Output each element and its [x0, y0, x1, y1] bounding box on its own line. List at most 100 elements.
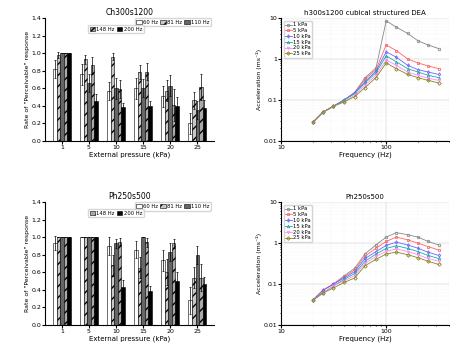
Line: 15 kPa: 15 kPa [311, 55, 440, 124]
20 kPa [362, 261, 368, 265]
25 kPa [352, 95, 357, 99]
5 kPa [342, 275, 347, 279]
Title: Ph250s500: Ph250s500 [346, 194, 385, 200]
10 kPa [425, 250, 431, 254]
Bar [80, 237, 84, 325]
1 kPa [384, 235, 389, 239]
Bar [165, 91, 168, 141]
Bar [176, 281, 179, 325]
5 kPa [405, 238, 410, 242]
1 kPa [362, 252, 368, 256]
Bar [162, 96, 165, 141]
20 kPa [352, 93, 357, 97]
Bar [91, 237, 94, 325]
Bar [196, 110, 199, 141]
20 kPa [436, 259, 441, 264]
15 kPa [436, 256, 441, 261]
20 kPa [425, 256, 431, 261]
20 kPa [436, 78, 441, 83]
15 kPa [436, 75, 441, 80]
10 kPa [331, 104, 336, 108]
Bar [199, 87, 202, 141]
15 kPa [415, 70, 420, 74]
25 kPa [415, 75, 420, 80]
1 kPa [320, 110, 326, 114]
Bar [107, 246, 111, 325]
Bar [60, 237, 64, 325]
Line: 25 kPa: 25 kPa [311, 62, 440, 124]
1 kPa [373, 66, 379, 70]
25 kPa [405, 253, 410, 257]
25 kPa [320, 291, 326, 295]
X-axis label: External pressure (kPa): External pressure (kPa) [89, 151, 170, 158]
20 kPa [373, 73, 379, 77]
Bar [134, 88, 138, 141]
25 kPa [310, 298, 316, 303]
5 kPa [425, 64, 431, 68]
10 kPa [425, 70, 431, 74]
25 kPa [373, 75, 379, 80]
Legend: 148 Hz, 200 Hz: 148 Hz, 200 Hz [88, 209, 144, 217]
Title: Ch300s1200: Ch300s1200 [106, 8, 153, 17]
15 kPa [342, 277, 347, 282]
15 kPa [373, 252, 379, 256]
25 kPa [425, 78, 431, 83]
Line: 25 kPa: 25 kPa [311, 251, 440, 301]
10 kPa [436, 72, 441, 77]
Bar [60, 53, 64, 141]
Bar [165, 272, 168, 325]
10 kPa [384, 49, 389, 54]
Bar [114, 243, 118, 325]
5 kPa [331, 282, 336, 286]
Bar [118, 242, 121, 325]
Bar [64, 237, 67, 325]
10 kPa [320, 110, 326, 114]
1 kPa [373, 243, 379, 247]
25 kPa [310, 120, 316, 125]
Bar [162, 260, 165, 325]
Line: 15 kPa: 15 kPa [311, 244, 440, 301]
15 kPa [405, 66, 410, 71]
Line: 5 kPa: 5 kPa [311, 236, 440, 301]
Bar [138, 71, 141, 141]
15 kPa [342, 98, 347, 102]
10 kPa [362, 256, 368, 261]
Bar [145, 243, 148, 325]
20 kPa [320, 291, 326, 295]
10 kPa [394, 240, 399, 244]
10 kPa [362, 79, 368, 84]
1 kPa [331, 104, 336, 108]
1 kPa [331, 282, 336, 286]
Bar [67, 53, 71, 141]
20 kPa [310, 120, 316, 125]
Bar [107, 91, 111, 141]
15 kPa [384, 246, 389, 251]
10 kPa [405, 63, 410, 68]
Bar [53, 243, 57, 325]
15 kPa [373, 71, 379, 75]
Line: 10 kPa: 10 kPa [311, 241, 440, 301]
25 kPa [331, 104, 336, 108]
25 kPa [436, 262, 441, 267]
Bar [111, 57, 114, 141]
15 kPa [331, 104, 336, 108]
Bar [91, 65, 94, 141]
10 kPa [352, 270, 357, 274]
Bar [188, 300, 192, 325]
20 kPa [342, 100, 347, 104]
15 kPa [310, 120, 316, 125]
1 kPa [394, 25, 399, 29]
5 kPa [425, 244, 431, 249]
5 kPa [362, 77, 368, 81]
15 kPa [415, 249, 420, 254]
Legend: 148 Hz, 200 Hz: 148 Hz, 200 Hz [88, 25, 144, 33]
1 kPa [405, 31, 410, 36]
15 kPa [425, 73, 431, 77]
10 kPa [310, 120, 316, 125]
15 kPa [425, 253, 431, 257]
25 kPa [436, 81, 441, 85]
Line: 20 kPa: 20 kPa [311, 248, 440, 301]
Bar [192, 278, 196, 325]
5 kPa [415, 61, 420, 65]
20 kPa [373, 254, 379, 258]
